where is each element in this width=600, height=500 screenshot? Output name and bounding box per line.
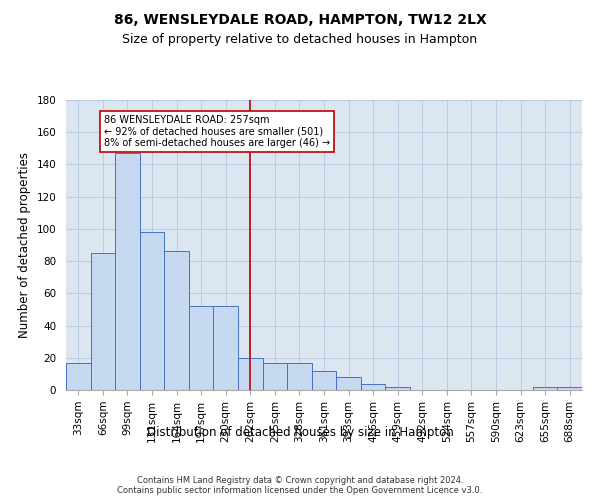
Text: 86 WENSLEYDALE ROAD: 257sqm
← 92% of detached houses are smaller (501)
8% of sem: 86 WENSLEYDALE ROAD: 257sqm ← 92% of det… bbox=[104, 114, 330, 148]
Bar bbox=[115, 153, 140, 390]
Bar bbox=[91, 253, 115, 390]
Text: Size of property relative to detached houses in Hampton: Size of property relative to detached ho… bbox=[122, 32, 478, 46]
Y-axis label: Number of detached properties: Number of detached properties bbox=[18, 152, 31, 338]
Bar bbox=[385, 387, 410, 390]
Text: 86, WENSLEYDALE ROAD, HAMPTON, TW12 2LX: 86, WENSLEYDALE ROAD, HAMPTON, TW12 2LX bbox=[113, 12, 487, 26]
Text: Distribution of detached houses by size in Hampton: Distribution of detached houses by size … bbox=[146, 426, 454, 439]
Bar bbox=[557, 387, 582, 390]
Bar bbox=[533, 387, 557, 390]
Bar bbox=[312, 370, 336, 390]
Bar bbox=[238, 358, 263, 390]
Bar bbox=[336, 377, 361, 390]
Bar bbox=[189, 306, 214, 390]
Bar bbox=[287, 362, 312, 390]
Bar bbox=[140, 232, 164, 390]
Bar bbox=[164, 252, 189, 390]
Bar bbox=[263, 362, 287, 390]
Bar bbox=[214, 306, 238, 390]
Bar bbox=[66, 362, 91, 390]
Bar bbox=[361, 384, 385, 390]
Text: Contains HM Land Registry data © Crown copyright and database right 2024.
Contai: Contains HM Land Registry data © Crown c… bbox=[118, 476, 482, 495]
